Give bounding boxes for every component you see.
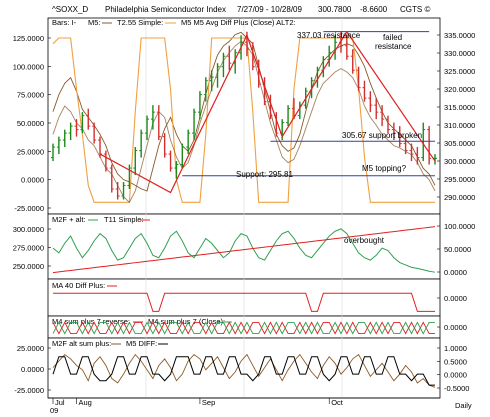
price-left-tick-label: 25.0000: [17, 147, 44, 156]
price-left-tick-label: 125.0000: [13, 34, 44, 43]
header-last: 300.7800: [318, 5, 352, 14]
legend-m5diff: M5 DIFF:: [126, 339, 157, 348]
m2f-left-tick-label: 275.0000: [13, 244, 44, 253]
series-line: [53, 292, 435, 312]
m2falt-right-tick-label: -0.5000: [444, 384, 469, 393]
m2falt-lines: [52, 353, 436, 388]
x-axis-period: Daily: [455, 401, 472, 410]
price-bars: [51, 31, 437, 200]
price-left-tick-label: 0.0000: [21, 176, 44, 185]
price-left-tick-label: 100.0000: [13, 62, 44, 71]
anno-m5-topping: M5 topping?: [362, 164, 407, 173]
m2falt-right-tick-label: 0.0000: [444, 371, 467, 380]
price-right-tick-label: 305.0000: [444, 139, 475, 148]
x-axis-year: 09: [50, 406, 58, 415]
x-axis-month-label: Aug: [79, 398, 92, 407]
series-line: [52, 353, 436, 388]
legend-m4-close: M4 sum plus 7 (Close):: [148, 317, 225, 326]
price-right-tick-label: 295.0000: [444, 175, 475, 184]
anno-failed-resistance-line1: failed: [383, 33, 402, 42]
price-right-tick-label: 320.0000: [444, 85, 475, 94]
price-left-tick-label: 75.0000: [17, 91, 44, 100]
axis-ticks: 125.0000 100.0000 75.0000 50.0000 25.0000 0.0…: [13, 31, 476, 395]
price-right-tick-label: 335.0000: [444, 31, 475, 40]
anno-failed-resistance: failed resistance: [375, 33, 412, 51]
price-left-tick-label: 50.0000: [17, 119, 44, 128]
annotation-lines: [99, 30, 436, 194]
header-change: -8.6600: [360, 5, 388, 14]
overlay-series-line: [52, 40, 436, 204]
m2f-right-tick-label: 0.0000: [444, 268, 467, 277]
legend-bars: Bars: I-: [52, 18, 77, 27]
legend-m5: M5:: [88, 18, 101, 27]
x-axis-month-label: Jul: [55, 398, 65, 407]
price-right-tick-label: 290.0000: [444, 193, 475, 202]
m4-lines: [52, 321, 435, 335]
m2f-lines: [52, 226, 436, 274]
legend-t11: T11 Simple:: [104, 215, 143, 224]
price-right-tick-label: 330.0000: [444, 49, 475, 58]
header-name: Philadelphia Semiconductor Index: [105, 5, 226, 14]
m2f-left-tick-label: 300.0000: [13, 225, 44, 234]
anno-support: Support: 295.81: [236, 170, 293, 179]
header-date-range: 7/27/09 - 10/28/09: [237, 5, 302, 14]
ma40-right-tick-label: 0.0000: [444, 294, 467, 303]
legend-m2f: M2F + alt:: [52, 215, 86, 224]
m2f-right-tick-label: 100.0000: [444, 222, 475, 231]
anno-support-broken: 305.67 support broken: [342, 131, 422, 140]
m2falt-right-tick-label: 0.5000: [444, 357, 467, 366]
header-symbol: ^SOXX_D: [52, 5, 88, 14]
series-line: [52, 228, 436, 273]
m2falt-left-tick-label: -25.0000: [14, 386, 44, 395]
price-right-tick-label: 300.0000: [444, 157, 475, 166]
x-axis: Jul Aug Sep Oct: [52, 398, 344, 407]
price-right-tick-label: 315.0000: [444, 103, 475, 112]
anno-overbought: overbought: [344, 236, 385, 245]
trend-line: [99, 30, 436, 194]
legend-m2falt: M2F alt sum plus:: [52, 339, 111, 348]
x-axis-month-label: Oct: [331, 398, 344, 407]
m2f-right-tick-label: 50.0000: [444, 245, 471, 254]
price-left-tick-label: -25.0000: [14, 204, 44, 213]
price-right-tick-label: 310.0000: [444, 121, 475, 130]
price-right-tick-label: 325.0000: [444, 67, 475, 76]
x-axis-month-label: Sep: [202, 398, 215, 407]
m2f-left-tick-label: 250.0000: [13, 262, 44, 271]
m2falt-left-tick-label: 0.0000: [21, 365, 44, 374]
legend-m4-rev: M4 sum plus 7 reverse:: [52, 317, 130, 326]
overlay-lines: [52, 31, 436, 204]
anno-resistance-top: 337.03 resistance: [297, 31, 361, 40]
grid-lines: [145, 18, 343, 398]
legend-t255: T2.55 Simple:: [117, 18, 163, 27]
m4-right-tick-label: 0.0000: [444, 323, 467, 332]
series-line: [52, 356, 435, 386]
anno-failed-resistance-line2: resistance: [375, 42, 412, 51]
series-line: [52, 226, 436, 274]
series-line: [52, 321, 435, 335]
legend-m5avg: M5 M5 Avg Diff Plus (Close) ALT2:: [181, 18, 296, 27]
ma40-lines: [53, 292, 435, 312]
legend-ma40: MA 40 Diff Plus:: [52, 281, 105, 290]
header-brand: CGTS ©: [400, 5, 430, 14]
m2falt-right-tick-label: 1.0000: [444, 344, 467, 353]
overlay-series-line: [52, 37, 435, 203]
overlay-series-line: [52, 31, 436, 192]
m2falt-left-tick-label: 25.0000: [17, 344, 44, 353]
